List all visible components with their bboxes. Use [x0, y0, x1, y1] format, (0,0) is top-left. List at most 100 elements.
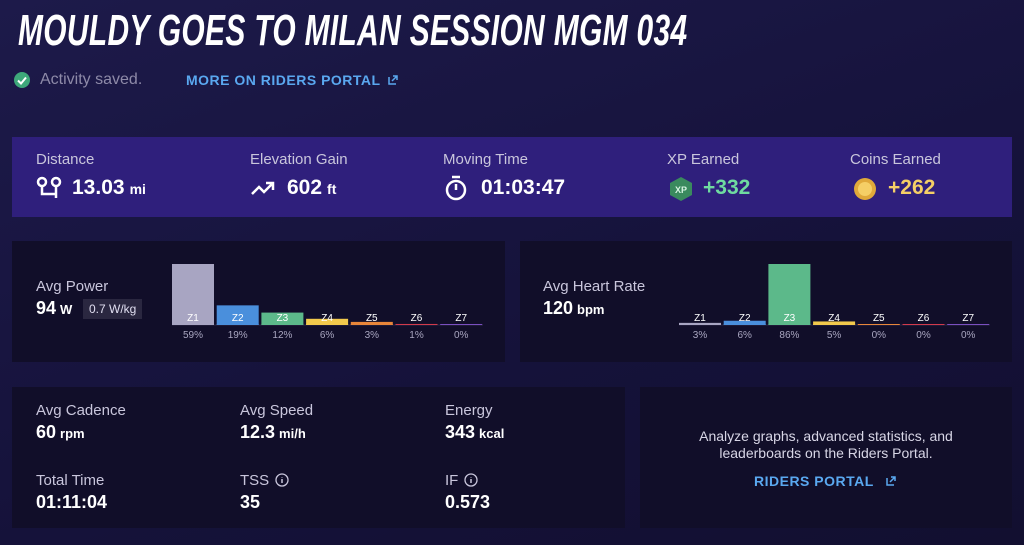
stat-value: +332 — [703, 176, 751, 199]
distance-icon — [36, 176, 62, 198]
zone-percent: 59% — [183, 330, 203, 341]
metric-label: Total Time — [36, 472, 105, 489]
info-icon[interactable] — [464, 473, 478, 487]
zone-percent: 0% — [961, 330, 976, 341]
stat-value: 602 — [287, 176, 323, 199]
zone-bar — [679, 322, 721, 325]
heart-unit: bpm — [577, 302, 605, 317]
summary-band — [12, 137, 1012, 217]
zone-bar — [813, 321, 856, 325]
zone-bar — [350, 321, 393, 325]
portal-button[interactable]: RIDERS PORTAL — [754, 473, 874, 489]
stat: 602 ft — [287, 176, 336, 200]
stat-unit: ft — [327, 181, 337, 197]
metric: 60 rpm — [36, 422, 85, 443]
metric: 0.573 — [445, 492, 490, 513]
stat-value: +262 — [888, 176, 936, 199]
stat-unit: mi — [129, 181, 146, 197]
zone-label: Z2 — [739, 313, 751, 324]
stat-label: XP Earned — [667, 151, 740, 168]
zone-label: Z5 — [366, 313, 378, 324]
metric-value: 343 — [445, 422, 476, 442]
title: MOULDY GOES TO MILAN SESSION MGM 034 — [18, 6, 688, 55]
metric-label: Avg Cadence — [36, 402, 126, 419]
power-badge: 0.7 W/kg — [83, 299, 143, 319]
zone-percent: 5% — [827, 330, 842, 341]
metric-label: Avg Speed — [240, 402, 314, 419]
heart-stat: 120 bpm — [543, 298, 605, 319]
portal-link[interactable]: MORE ON RIDERS PORTAL — [186, 72, 381, 88]
zone-label: Z1 — [694, 313, 706, 324]
power-value: 94 — [36, 298, 57, 318]
zone-percent: 0% — [454, 330, 469, 341]
zone-percent: 0% — [916, 330, 931, 341]
stat-value: 01:03:47 — [481, 176, 566, 199]
power-label: Avg Power — [36, 278, 109, 295]
elevation-icon — [251, 181, 275, 195]
metrics-panel — [12, 387, 625, 528]
metric-unit: mi/h — [279, 426, 306, 441]
heart-zone-chart: Z1 3% Z2 6% Z3 86% Z4 5% Z5 0% Z6 0% Z7 0% — [679, 264, 990, 341]
stat-value: 13.03 — [72, 176, 125, 199]
metric-label: Energy — [445, 402, 493, 419]
zone-label: Z7 — [962, 313, 974, 324]
external-icon — [388, 75, 398, 85]
zone-percent: 1% — [409, 330, 424, 341]
zone-label: Z5 — [873, 313, 885, 324]
power-zone-chart: Z1 59% Z2 19% Z3 12% Z4 6% Z5 3% Z6 1% Z7 0% — [172, 264, 483, 341]
metric: 343 kcal — [445, 422, 504, 443]
zone-percent: 19% — [228, 330, 248, 341]
zone-percent: 12% — [272, 330, 292, 341]
stat-label: Elevation Gain — [250, 151, 348, 168]
portal-text: Analyze graphs, advanced statistics, and… — [699, 428, 953, 461]
metric-value: 35 — [240, 492, 261, 512]
metric-unit: kcal — [479, 426, 505, 441]
status: Activity saved. — [40, 71, 143, 88]
zone-bar — [306, 318, 349, 325]
metric-label: TSS — [240, 472, 289, 489]
zone-label: Z2 — [232, 313, 244, 324]
stat: 13.03 mi — [72, 176, 146, 200]
metric: 35 — [240, 492, 260, 513]
zone-percent: 3% — [693, 330, 708, 341]
metric-value: 12.3 — [240, 422, 276, 442]
metric-value: 01:11:04 — [36, 492, 108, 512]
zone-percent: 6% — [320, 330, 335, 341]
stat-label: Moving Time — [443, 151, 529, 168]
zone-percent: 86% — [779, 330, 799, 341]
heart-label: Avg Heart Rate — [543, 278, 646, 295]
metric-label: IF — [445, 472, 478, 489]
stat-label: Distance — [36, 151, 95, 168]
portal-panel — [640, 387, 1012, 528]
zone-label: Z7 — [455, 313, 467, 324]
zone-label: Z6 — [411, 313, 423, 324]
power-unit: W — [60, 302, 73, 317]
xp-icon-text: XP — [675, 185, 687, 195]
zone-bar — [172, 264, 214, 325]
external-icon — [886, 476, 896, 486]
metric: 01:11:04 — [36, 492, 107, 513]
zone-percent: 6% — [737, 330, 752, 341]
heart-value: 120 — [543, 298, 574, 318]
zone-label: Z1 — [187, 313, 199, 324]
zone-bar — [723, 320, 766, 325]
timer-icon — [445, 175, 467, 201]
zone-label: Z4 — [828, 313, 840, 324]
zone-bar — [261, 312, 304, 325]
stat-label: Coins Earned — [850, 151, 941, 168]
heart-panel — [520, 241, 1012, 362]
coin-icon — [854, 178, 876, 200]
power-stat: 94 W — [36, 298, 72, 319]
zone-percent: 0% — [872, 330, 887, 341]
metric: 12.3 mi/h — [240, 422, 306, 443]
xp-icon: XP — [670, 177, 692, 201]
check-icon — [14, 72, 30, 88]
metric-unit: rpm — [60, 426, 85, 441]
zone-percent: 3% — [365, 330, 380, 341]
metric-value: 60 — [36, 422, 57, 442]
zone-label: Z6 — [918, 313, 930, 324]
zone-label: Z3 — [277, 313, 289, 324]
zone-label: Z3 — [784, 313, 796, 324]
info-icon[interactable] — [275, 473, 289, 487]
